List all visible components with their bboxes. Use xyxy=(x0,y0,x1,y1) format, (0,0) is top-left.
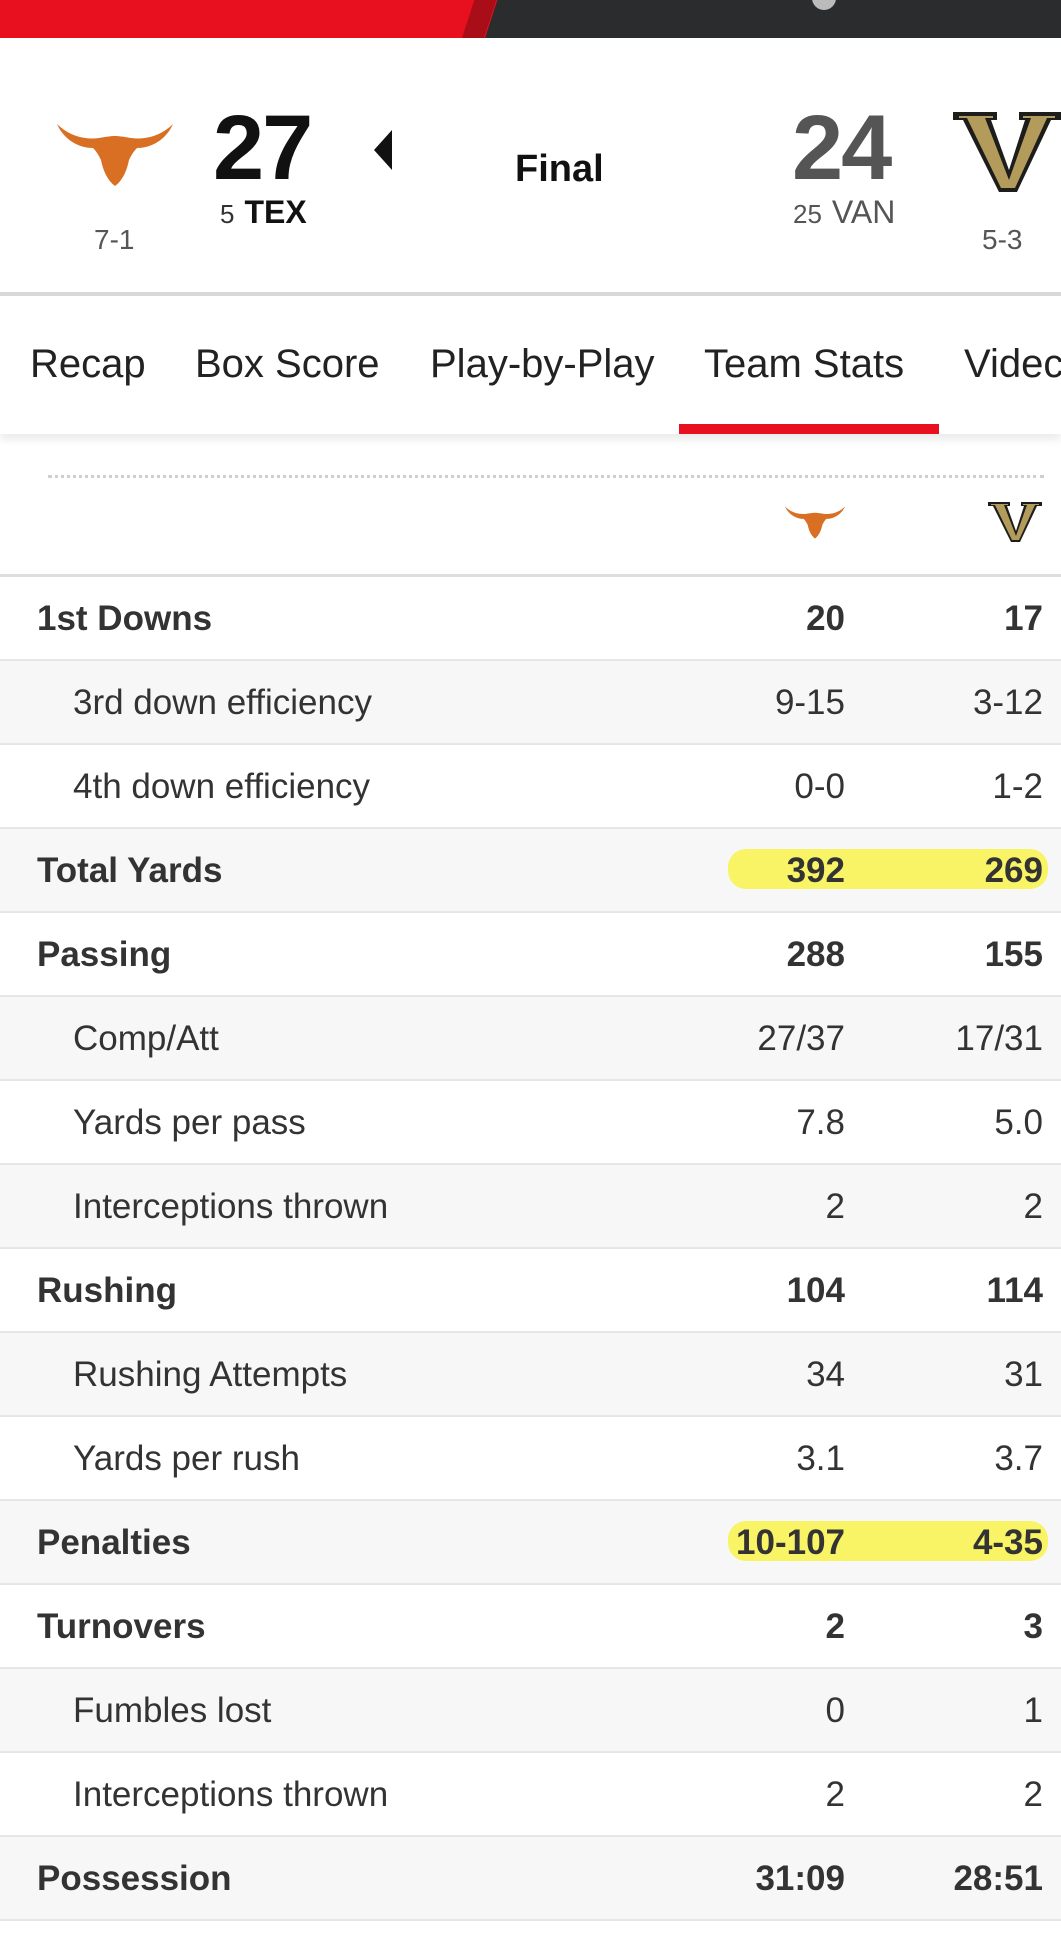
stat-value-van: 31 xyxy=(1004,1355,1043,1394)
user-icon[interactable] xyxy=(812,0,836,10)
stat-value-van: 3-12 xyxy=(972,683,1043,722)
away-rank: 25 xyxy=(793,199,822,229)
stat-label: Passing xyxy=(37,935,172,974)
table-top-border xyxy=(0,574,1061,577)
longhorn-column-icon xyxy=(785,506,845,539)
stat-value-tex: 10-107 xyxy=(736,1523,845,1562)
vanderbilt-v-logo[interactable] xyxy=(953,110,1061,194)
stat-value-van: 2 xyxy=(1023,1775,1043,1814)
stat-label: Possession xyxy=(37,1859,232,1898)
stat-value-tex: 31:09 xyxy=(755,1859,845,1898)
top-nav-bar xyxy=(0,0,1061,38)
stat-value-van: 114 xyxy=(986,1271,1043,1310)
stat-label: Yards per pass xyxy=(73,1103,306,1142)
stat-label: 4th down efficiency xyxy=(73,767,371,806)
home-abbr: TEX xyxy=(244,194,307,230)
longhorn-logo[interactable] xyxy=(55,116,175,188)
stat-row: Total Yards 392 269 xyxy=(0,829,1061,913)
highlighter-mark xyxy=(728,849,1048,889)
stat-value-tex: 2 xyxy=(825,1775,845,1814)
home-record: 7-1 xyxy=(94,224,135,255)
stat-label: Interceptions thrown xyxy=(73,1187,389,1226)
stat-label: Interceptions thrown xyxy=(73,1775,389,1814)
stat-row: 3rd down efficiency 9-15 3-12 xyxy=(0,661,1061,745)
away-abbr: VAN xyxy=(831,194,896,230)
tab-recap[interactable]: Recap xyxy=(30,342,146,386)
away-score: 24 xyxy=(792,97,892,199)
home-team[interactable]: 5 TEX xyxy=(220,196,307,228)
stat-row: Interceptions thrown 2 2 xyxy=(0,1753,1061,1837)
winner-arrow-icon xyxy=(374,130,392,170)
stat-row: Yards per rush 3.1 3.7 xyxy=(0,1417,1061,1501)
stat-row: Yards per pass 7.8 5.0 xyxy=(0,1081,1061,1165)
stat-label: Rushing xyxy=(37,1271,177,1310)
stat-value-van: 3.7 xyxy=(994,1439,1043,1478)
stat-value-van: 5.0 xyxy=(994,1103,1043,1142)
stat-label: Comp/Att xyxy=(73,1019,219,1058)
home-score: 27 xyxy=(213,97,313,199)
tab-videos[interactable]: Videc xyxy=(964,342,1061,386)
tab-play-by-play[interactable]: Play-by-Play xyxy=(430,342,655,386)
stat-value-tex: 288 xyxy=(786,935,845,974)
stat-value-tex: 2 xyxy=(825,1187,845,1226)
stat-value-tex: 34 xyxy=(806,1355,845,1394)
home-rank: 5 xyxy=(220,199,235,229)
stat-value-tex: 20 xyxy=(806,599,845,638)
stat-value-van: 3 xyxy=(1023,1607,1043,1646)
brand-red-band xyxy=(0,0,498,38)
stat-row: Comp/Att 27/37 17/31 xyxy=(0,997,1061,1081)
stat-value-van: 2 xyxy=(1023,1187,1043,1226)
stat-label: Total Yards xyxy=(37,851,223,890)
stat-label: 1st Downs xyxy=(37,599,213,638)
game-tabs: Recap Box Score Play-by-Play Team Stats … xyxy=(0,300,1061,434)
stat-row: Fumbles lost 0 1 xyxy=(0,1669,1061,1753)
stat-value-van: 155 xyxy=(984,935,1043,974)
stat-label: Rushing Attempts xyxy=(73,1355,348,1394)
scoreboard-header: 7-1 27 5 TEX Final 24 25 VAN 5-3 xyxy=(0,38,1061,296)
stat-value-tex: 27/37 xyxy=(757,1019,845,1058)
stat-value-van: 1-2 xyxy=(992,767,1043,806)
stat-value-tex: 7.8 xyxy=(796,1103,845,1142)
highlighter-mark xyxy=(728,1521,1048,1561)
stat-value-van: 17 xyxy=(1004,599,1043,638)
tab-team-stats[interactable]: Team Stats xyxy=(704,342,905,386)
stat-row: Interceptions thrown 2 2 xyxy=(0,1165,1061,1249)
stat-row: 1st Downs 20 17 xyxy=(0,577,1061,661)
stat-label: Turnovers xyxy=(37,1607,206,1646)
stat-label: 3rd down efficiency xyxy=(73,683,372,722)
stat-row: Passing 288 155 xyxy=(0,913,1061,997)
game-status: Final xyxy=(515,148,604,190)
stat-value-tex: 3.1 xyxy=(796,1439,845,1478)
stat-value-van: 1 xyxy=(1023,1691,1043,1730)
stat-value-tex: 2 xyxy=(825,1607,845,1646)
stat-value-van: 4-35 xyxy=(972,1523,1043,1562)
stat-row: Turnovers 2 3 xyxy=(0,1585,1061,1669)
stat-row: Possession 31:09 28:51 xyxy=(0,1837,1061,1921)
dotted-divider xyxy=(48,475,1044,478)
stat-value-van: 28:51 xyxy=(953,1859,1043,1898)
stat-value-van: 269 xyxy=(984,851,1043,890)
stat-row: Rushing Attempts 34 31 xyxy=(0,1333,1061,1417)
stat-label: Yards per rush xyxy=(73,1439,300,1478)
stat-value-tex: 9-15 xyxy=(774,683,845,722)
away-team[interactable]: 25 VAN xyxy=(793,196,895,228)
stat-value-van: 17/31 xyxy=(955,1019,1043,1058)
active-tab-indicator xyxy=(679,424,939,434)
stat-label: Fumbles lost xyxy=(73,1691,272,1730)
stat-value-tex: 0-0 xyxy=(794,767,845,806)
stat-value-tex: 104 xyxy=(786,1271,845,1310)
vanderbilt-column-icon xyxy=(988,502,1042,542)
tab-box-score[interactable]: Box Score xyxy=(195,342,380,386)
stat-row: 4th down efficiency 0-0 1-2 xyxy=(0,745,1061,829)
stat-value-tex: 392 xyxy=(786,851,845,890)
stat-value-tex: 0 xyxy=(825,1691,845,1730)
stat-row: Penalties 10-107 4-35 xyxy=(0,1501,1061,1585)
stat-label: Penalties xyxy=(37,1523,191,1562)
stat-row: Rushing 104 114 xyxy=(0,1249,1061,1333)
away-record: 5-3 xyxy=(982,224,1023,255)
